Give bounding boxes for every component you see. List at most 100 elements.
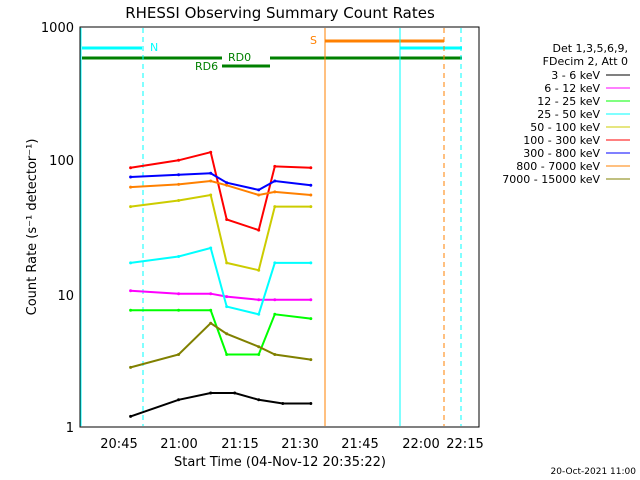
series-1-point-0 bbox=[129, 289, 133, 293]
series-line-8 bbox=[130, 321, 311, 369]
legend-label-7000-15000: 7000 - 15000 keV bbox=[502, 173, 600, 186]
series-6-point-6 bbox=[309, 183, 313, 187]
series-line-2 bbox=[130, 309, 311, 356]
series-3-point-3 bbox=[225, 305, 229, 309]
series-8-point-2 bbox=[209, 321, 213, 325]
legend-header-line-1: Det 1,3,5,6,9, bbox=[552, 42, 628, 55]
series-2-point-3 bbox=[225, 353, 229, 356]
series-line-5 bbox=[130, 150, 311, 232]
y-tick-label-1000: 1000 bbox=[41, 21, 74, 36]
series-1-point-4 bbox=[257, 298, 261, 302]
series-2-point-0 bbox=[129, 308, 133, 312]
series-3-point-6 bbox=[309, 261, 313, 265]
series-2-point-4 bbox=[257, 353, 261, 356]
series-7-point-5 bbox=[273, 190, 277, 194]
series-4-point-4 bbox=[257, 268, 261, 272]
series-6-point-2 bbox=[209, 171, 213, 175]
legend-label-12-25: 12 - 25 keV bbox=[537, 95, 600, 108]
x-tick-label-2215: 22:15 bbox=[446, 437, 483, 452]
series-1-point-1 bbox=[177, 292, 181, 296]
series-5-point-5 bbox=[273, 164, 277, 168]
series-2-point-5 bbox=[273, 312, 277, 316]
series-8-point-6 bbox=[309, 358, 313, 362]
series-line-3 bbox=[130, 246, 311, 316]
saa-flag-label: S bbox=[310, 34, 317, 47]
legend-label-800-7000: 800 - 7000 keV bbox=[516, 160, 600, 173]
legend: 3 - 6 keV 6 - 12 keV 12 - 25 keV 25 - 50… bbox=[502, 69, 630, 186]
series-3-point-4 bbox=[257, 312, 261, 316]
series-7-point-3 bbox=[225, 183, 229, 187]
series-2-point-1 bbox=[177, 308, 181, 312]
rd0-flag-label: RD0 bbox=[228, 51, 251, 64]
series-0-point-1 bbox=[177, 398, 181, 402]
x-axis-label: Start Time (04-Nov-12 20:35:22) bbox=[174, 455, 386, 470]
x-tick-label-2145: 21:45 bbox=[341, 437, 378, 452]
series-2-point-6 bbox=[309, 317, 313, 321]
y-tick-label-100: 100 bbox=[49, 154, 74, 169]
y-axis-label: Count Rate (s⁻¹ detector⁻¹) bbox=[25, 139, 40, 316]
x-tick-label-2115: 21:15 bbox=[221, 437, 258, 452]
series-4-point-2 bbox=[209, 193, 213, 197]
series-5-point-0 bbox=[129, 166, 133, 170]
series-5-point-4 bbox=[257, 228, 261, 232]
series-8-point-1 bbox=[177, 353, 181, 356]
series-0-point-5 bbox=[281, 402, 285, 405]
legend-header-line-2: FDecim 2, Att 0 bbox=[543, 55, 628, 68]
series-layer bbox=[129, 150, 313, 418]
legend-label-300-800: 300 - 800 keV bbox=[523, 147, 600, 160]
x-tick-label-2200: 22:00 bbox=[402, 437, 439, 452]
series-7-point-4 bbox=[257, 193, 261, 197]
legend-label-100-300: 100 - 300 keV bbox=[523, 134, 600, 147]
series-7-point-1 bbox=[177, 182, 181, 186]
legend-label-3-6: 3 - 6 keV bbox=[551, 69, 600, 82]
series-6-point-1 bbox=[177, 173, 181, 177]
series-8-point-4 bbox=[257, 345, 261, 349]
legend-label-6-12: 6 - 12 keV bbox=[544, 82, 600, 95]
series-line-1 bbox=[130, 289, 311, 301]
plot-frame bbox=[79, 26, 480, 428]
series-6-point-0 bbox=[129, 175, 133, 179]
series-8-point-0 bbox=[129, 365, 133, 369]
series-1-point-3 bbox=[225, 295, 229, 299]
series-0-point-6 bbox=[309, 402, 313, 405]
series-1-point-2 bbox=[209, 292, 213, 296]
series-8-point-3 bbox=[225, 332, 229, 336]
legend-label-50-100: 50 - 100 keV bbox=[530, 121, 600, 134]
series-5-point-1 bbox=[177, 158, 181, 162]
series-line-6 bbox=[130, 172, 311, 191]
series-0-point-0 bbox=[129, 414, 133, 418]
x-tick-label-2045: 20:45 bbox=[100, 437, 137, 452]
series-2-point-2 bbox=[209, 308, 213, 312]
x-tick-label-2130: 21:30 bbox=[281, 437, 318, 452]
night-flag-label: N bbox=[150, 41, 158, 54]
series-4-point-1 bbox=[177, 199, 181, 202]
series-line-0 bbox=[130, 392, 311, 418]
series-6-point-4 bbox=[257, 188, 261, 192]
series-7-point-6 bbox=[309, 193, 313, 197]
series-0-point-3 bbox=[233, 391, 237, 395]
rd6-flag-label: RD6 bbox=[195, 60, 218, 73]
series-5-point-6 bbox=[309, 166, 313, 170]
series-3-point-1 bbox=[177, 255, 181, 258]
chart-title: RHESSI Observing Summary Count Rates bbox=[125, 4, 435, 22]
series-6-point-3 bbox=[225, 181, 229, 185]
series-5-point-2 bbox=[209, 150, 213, 154]
series-0-point-4 bbox=[257, 398, 261, 402]
series-7-point-2 bbox=[209, 179, 213, 183]
series-7-point-0 bbox=[129, 185, 133, 189]
x-tick-label-2100: 21:00 bbox=[160, 437, 197, 452]
y-tick-label-10: 10 bbox=[57, 289, 74, 304]
series-5-point-3 bbox=[225, 218, 229, 221]
y-tick-label-1: 1 bbox=[66, 421, 74, 436]
series-3-point-2 bbox=[209, 246, 213, 250]
series-8-point-5 bbox=[273, 353, 277, 356]
series-4-point-6 bbox=[309, 205, 313, 209]
series-1-point-5 bbox=[273, 298, 277, 302]
series-1-point-6 bbox=[309, 298, 313, 302]
series-4-point-0 bbox=[129, 205, 133, 209]
series-4-point-3 bbox=[225, 261, 229, 265]
series-3-point-5 bbox=[273, 261, 277, 265]
series-4-point-5 bbox=[273, 205, 277, 209]
series-0-point-2 bbox=[209, 391, 213, 395]
